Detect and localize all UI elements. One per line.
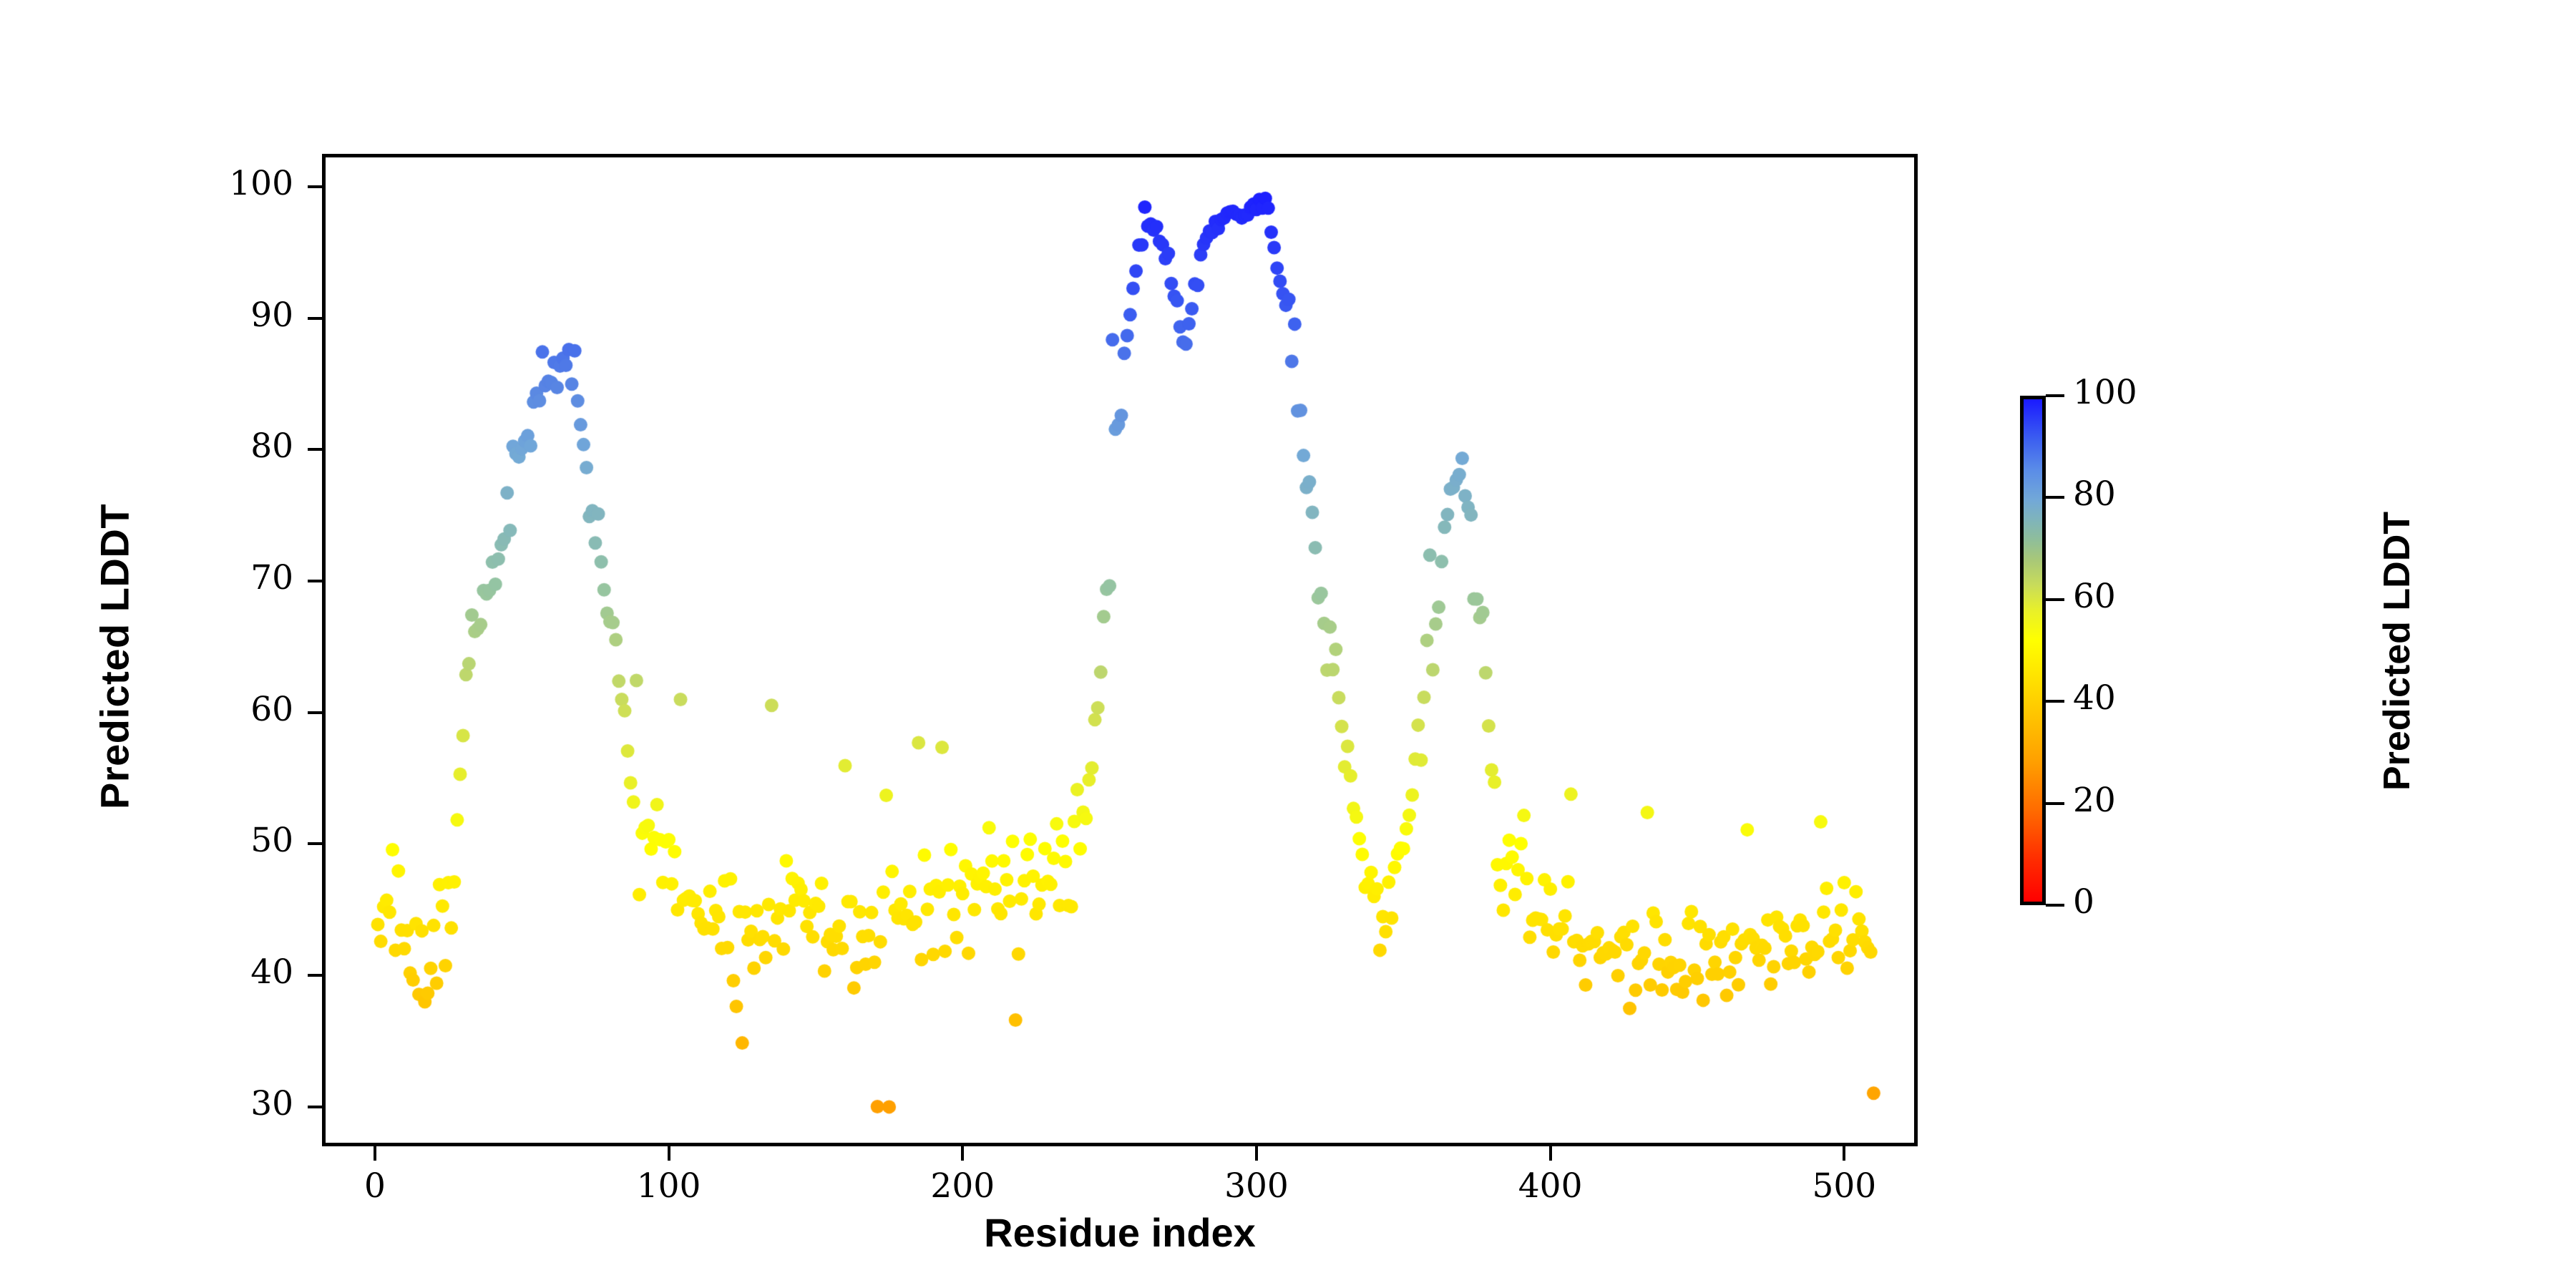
y-axis-title: Predicted LDDT: [92, 503, 137, 810]
x-tick-label: 300: [1224, 1166, 1289, 1206]
x-tick-mark: [1548, 1146, 1552, 1161]
y-tick-mark: [308, 316, 322, 320]
y-tick-mark: [308, 1105, 322, 1108]
colorbar-tick-label: 40: [2073, 678, 2116, 718]
y-tick-label: 90: [250, 295, 293, 335]
y-tick-label: 50: [250, 821, 293, 861]
y-tick-label: 70: [250, 558, 293, 598]
colorbar-tick-mark: [2046, 801, 2064, 805]
x-tick-mark: [373, 1146, 376, 1161]
y-tick-mark: [308, 580, 322, 583]
y-tick-label: 80: [250, 426, 293, 467]
scatter-points-canvas: [326, 157, 1914, 1143]
colorbar-tick-mark: [2046, 496, 2064, 499]
y-tick-mark: [308, 711, 322, 714]
x-tick-mark: [961, 1146, 965, 1161]
x-tick-label: 500: [1812, 1166, 1877, 1206]
y-tick-mark: [308, 842, 322, 846]
x-tick-mark: [1254, 1146, 1258, 1161]
colorbar-title: Predicted LDDT: [2376, 511, 2418, 791]
x-tick-label: 200: [930, 1166, 995, 1206]
colorbar-tick-label: 80: [2073, 474, 2116, 514]
y-tick-mark: [308, 448, 322, 452]
colorbar-tick-label: 60: [2073, 576, 2116, 616]
y-tick-label: 60: [250, 689, 293, 729]
y-tick-label: 100: [229, 163, 293, 203]
colorbar-tick-mark: [2046, 700, 2064, 703]
x-tick-label: 400: [1518, 1166, 1583, 1206]
y-tick-mark: [308, 185, 322, 188]
x-tick-mark: [667, 1146, 670, 1161]
colorbar-tick-label: 100: [2073, 373, 2137, 412]
colorbar-tick-mark: [2046, 394, 2064, 397]
y-tick-label: 30: [250, 1083, 293, 1123]
x-tick-label: 0: [364, 1166, 386, 1206]
colorbar-tick-label: 20: [2073, 780, 2116, 820]
x-tick-label: 100: [636, 1166, 701, 1206]
plot-area: [322, 154, 1918, 1146]
y-tick-mark: [308, 974, 322, 977]
colorbar-tick-mark: [2046, 597, 2064, 601]
y-tick-label: 40: [250, 952, 293, 992]
colorbar: 0 20 40 60 80 100: [2020, 373, 2137, 922]
x-axis-title: Residue index: [984, 1210, 1256, 1255]
colorbar-tick-label: 0: [2073, 882, 2094, 922]
colorbar-gradient: [2020, 396, 2046, 905]
colorbar-tick-mark: [2046, 904, 2064, 907]
x-tick-mark: [1843, 1146, 1846, 1161]
